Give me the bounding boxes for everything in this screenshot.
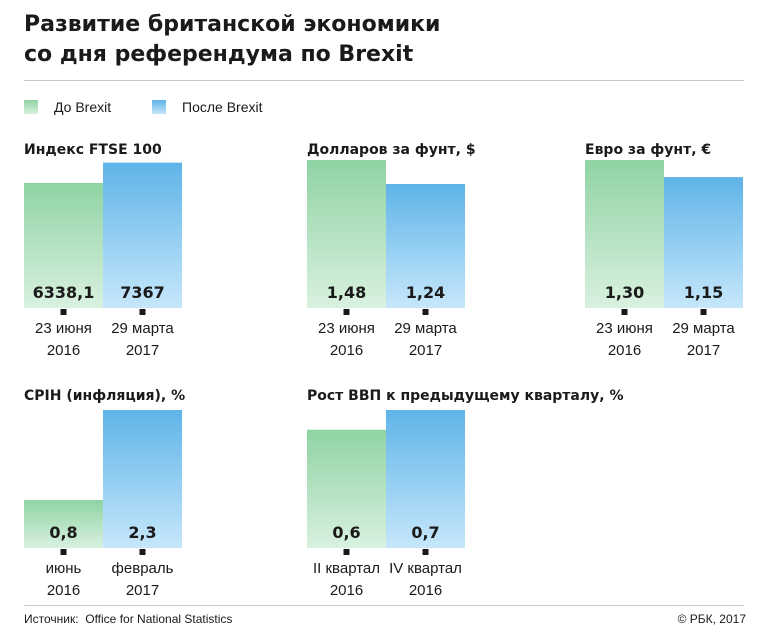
top-divider bbox=[24, 80, 744, 81]
category-tick-marker bbox=[343, 549, 350, 555]
bar-after bbox=[386, 410, 465, 548]
bar-value-label: 7367 bbox=[120, 283, 165, 302]
source-value: Office for National Statistics bbox=[85, 612, 233, 626]
bar-value-label: 1,24 bbox=[406, 283, 445, 302]
title-line-2: со дня референдума по Brexit bbox=[24, 42, 414, 67]
source-note: Источник: Office for National Statistics bbox=[24, 612, 232, 626]
category-tick-marker bbox=[60, 309, 67, 315]
category-label: 23 июня bbox=[35, 320, 92, 337]
category-label: 23 июня bbox=[318, 320, 375, 337]
panel-title-ftse: Индекс FTSE 100 bbox=[24, 142, 162, 158]
bar-after bbox=[386, 184, 465, 308]
category-label: 29 марта bbox=[111, 320, 174, 337]
category-label: февраль bbox=[112, 560, 174, 577]
category-label: IV квартал bbox=[389, 560, 462, 577]
category-label: 2016 bbox=[47, 582, 80, 599]
category-label: июнь bbox=[46, 560, 82, 577]
category-tick-marker bbox=[422, 309, 429, 315]
category-tick-marker bbox=[621, 309, 628, 315]
title-line-1: Развитие британской экономики bbox=[24, 12, 441, 37]
bar-before bbox=[585, 160, 664, 308]
category-tick-marker bbox=[60, 549, 67, 555]
bar-before bbox=[24, 182, 103, 308]
chart-eur: 1,30 23 июня 2016 1,15 29 марта 2017 bbox=[585, 160, 743, 359]
category-label: 23 июня bbox=[596, 320, 653, 337]
bar-value-label: 0,7 bbox=[411, 523, 439, 542]
bar-after bbox=[103, 162, 182, 308]
category-tick-marker bbox=[139, 549, 146, 555]
bar-before bbox=[307, 160, 386, 308]
category-tick-marker bbox=[700, 309, 707, 315]
chart-usd: 1,48 23 июня 2016 1,24 29 марта 2017 bbox=[307, 160, 465, 359]
bar-before bbox=[24, 500, 103, 548]
category-label: 2016 bbox=[330, 342, 363, 359]
bar-before bbox=[307, 429, 386, 548]
bar-value-label: 1,30 bbox=[605, 283, 644, 302]
bar-value-label: 1,15 bbox=[684, 283, 723, 302]
chart-gdp: 0,6 II квартал 2016 0,7 IV квартал 2016 bbox=[307, 410, 465, 599]
legend-swatch-before bbox=[24, 100, 38, 114]
bar-after bbox=[664, 177, 743, 308]
legend-label-before: До Brexit bbox=[54, 99, 112, 115]
category-label: II квартал bbox=[313, 560, 380, 577]
category-tick-marker bbox=[343, 309, 350, 315]
bar-value-label: 2,3 bbox=[128, 523, 156, 542]
category-label: 29 марта bbox=[672, 320, 735, 337]
source-label: Источник: bbox=[24, 612, 79, 626]
bar-value-label: 0,8 bbox=[49, 523, 77, 542]
bar-value-label: 6338,1 bbox=[33, 283, 95, 302]
panel-title-eur: Евро за фунт, € bbox=[585, 142, 712, 158]
category-tick-marker bbox=[422, 549, 429, 555]
panel-title-cpih: CPIH (инфляция), % bbox=[24, 388, 186, 404]
legend-item-before: До Brexit bbox=[24, 97, 111, 117]
legend-swatch-after bbox=[152, 100, 166, 114]
chart-ftse: 6338,1 23 июня 2016 7367 29 марта 2017 bbox=[24, 162, 182, 359]
category-tick-marker bbox=[139, 309, 146, 315]
category-label: 2016 bbox=[47, 342, 80, 359]
category-label: 2016 bbox=[330, 582, 363, 599]
bar-value-label: 1,48 bbox=[327, 283, 366, 302]
chart-cpih: 0,8 июнь 2016 2,3 февраль 2017 bbox=[24, 410, 182, 599]
page-title: Развитие британской экономики со дня реф… bbox=[24, 10, 744, 70]
category-label: 2017 bbox=[409, 342, 442, 359]
category-label: 2017 bbox=[126, 582, 159, 599]
category-label: 2017 bbox=[687, 342, 720, 359]
copyright: © РБК, 2017 bbox=[677, 612, 746, 626]
category-label: 29 марта bbox=[394, 320, 457, 337]
bar-after bbox=[103, 410, 182, 548]
panel-title-usd: Долларов за фунт, $ bbox=[307, 142, 476, 158]
bottom-divider bbox=[24, 605, 744, 606]
category-label: 2017 bbox=[126, 342, 159, 359]
category-label: 2016 bbox=[409, 582, 442, 599]
legend-label-after: После Brexit bbox=[182, 99, 263, 115]
legend-item-after: После Brexit bbox=[152, 97, 262, 117]
category-label: 2016 bbox=[608, 342, 641, 359]
bar-value-label: 0,6 bbox=[332, 523, 360, 542]
panel-title-gdp: Рост ВВП к предыдущему кварталу, % bbox=[307, 388, 624, 404]
